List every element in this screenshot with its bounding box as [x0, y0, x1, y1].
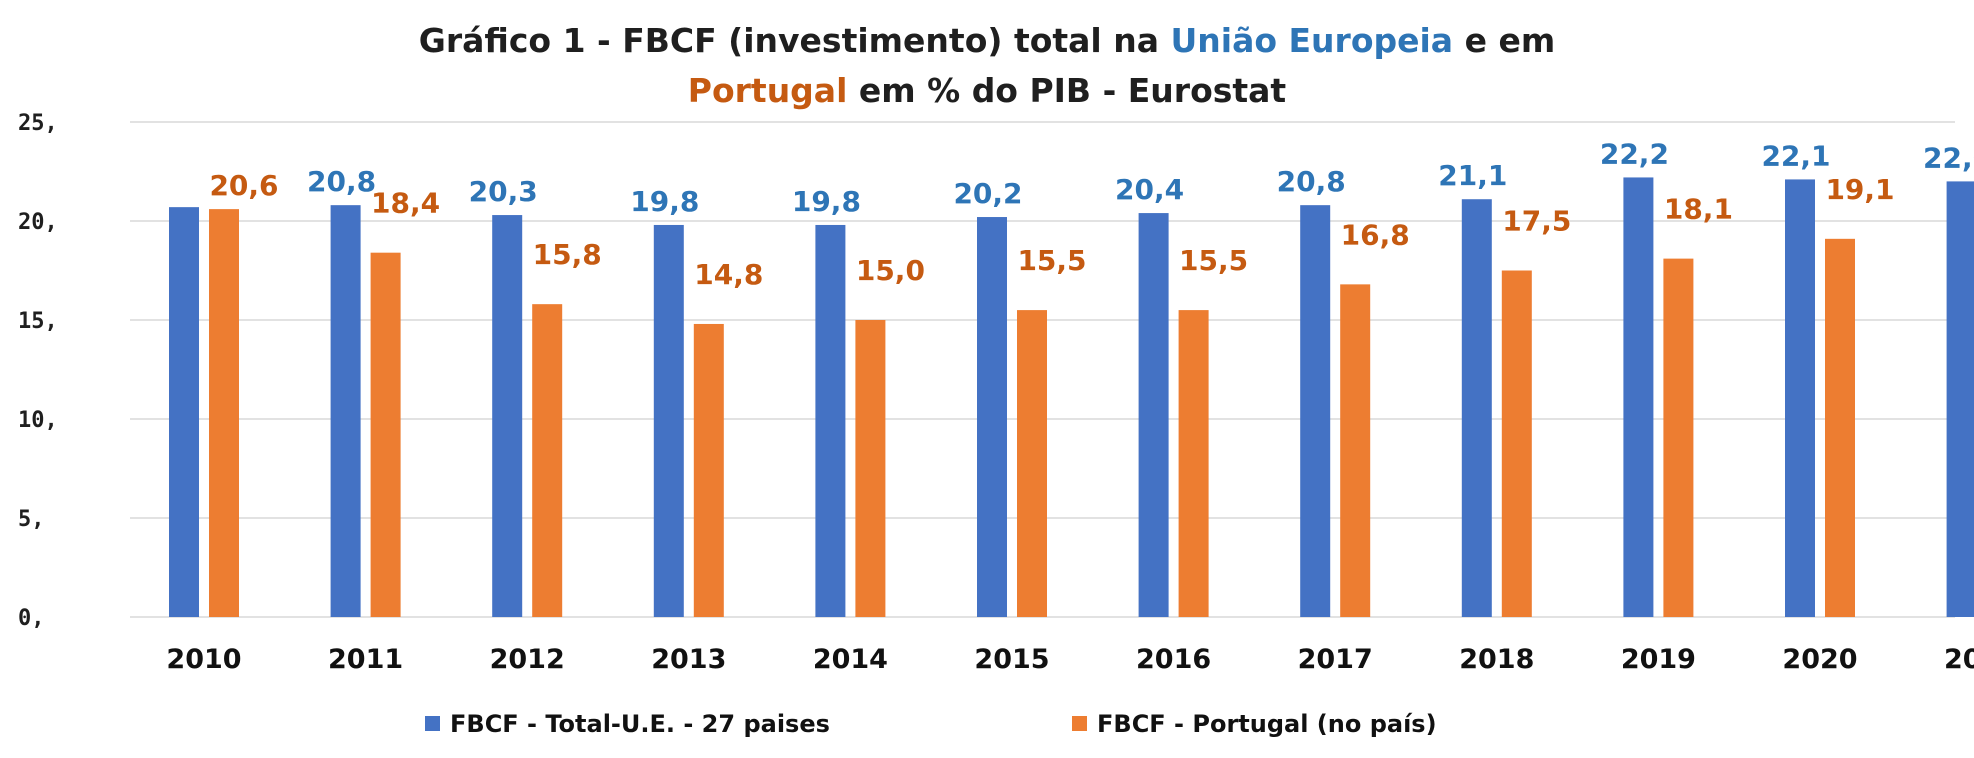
data-label-eu: 20,8 — [1277, 165, 1346, 198]
data-label-portugal: 17,5 — [1502, 205, 1571, 238]
legend-label-eu: FBCF - Total-U.E. - 27 paises — [450, 710, 830, 738]
bar-eu — [1623, 177, 1654, 617]
data-label-eu: 20,3 — [469, 175, 538, 208]
bar-portugal — [855, 320, 886, 617]
x-category-label: 2010 — [166, 644, 241, 675]
bar-eu — [1946, 181, 1974, 617]
x-category-label: 2017 — [1298, 644, 1373, 675]
x-category-label: 2011 — [328, 644, 403, 675]
chart-title-line-1: Gráfico 1 - FBCF (investimento) total na… — [419, 21, 1555, 60]
x-axis-categories: 2010 2011 2012 2013 2014 2015 2016 2017 2018 2019… — [166, 644, 1974, 675]
data-label-eu: 22,1 — [1761, 139, 1830, 172]
data-label-eu: 22,2 — [1600, 137, 1669, 170]
bar-eu — [330, 205, 361, 617]
bar-eu — [1300, 205, 1331, 617]
data-label-eu: 21,1 — [1438, 159, 1507, 192]
data-label-eu: 22,0 — [1923, 141, 1974, 174]
data-label-portugal: 19,1 — [1825, 173, 1894, 206]
bar-eu — [815, 224, 846, 617]
bar-portugal — [532, 304, 563, 617]
bars — [169, 177, 1974, 618]
chart-title-part: em % do PIB - Eurostat — [847, 71, 1286, 110]
data-label-eu: 20,4 — [1115, 173, 1184, 206]
y-tick-label: 15, — [18, 309, 58, 334]
legend: FBCF - Total-U.E. - 27 paises FBCF - Port… — [425, 710, 1437, 738]
bar-eu — [169, 207, 199, 617]
y-tick-label: 25, — [18, 111, 58, 136]
y-tick-label: 0, — [18, 606, 45, 631]
bar-portugal — [1340, 284, 1371, 617]
data-label-portugal: 18,4 — [371, 187, 440, 220]
bar-portugal — [370, 252, 401, 617]
data-label-portugal: 18,1 — [1664, 193, 1733, 226]
x-category-label: 2018 — [1459, 644, 1534, 675]
data-label-portugal: 14,8 — [694, 258, 763, 291]
x-category-label: 2015 — [974, 644, 1049, 675]
data-label-portugal: 20,6 — [209, 169, 278, 202]
x-category-label: 2020 — [1782, 644, 1857, 675]
x-category-label: 2012 — [490, 644, 565, 675]
bar-eu — [653, 224, 684, 617]
data-label-eu: 19,8 — [792, 185, 861, 218]
data-label-eu: 19,8 — [630, 185, 699, 218]
data-label-portugal: 15,8 — [533, 238, 602, 271]
legend-swatch-eu — [425, 716, 440, 731]
y-tick-label: 20, — [18, 210, 58, 235]
data-label-portugal: 15,0 — [856, 254, 925, 287]
chart-title-part: Portugal — [688, 71, 848, 110]
chart-title-line-2: Portugal em % do PIB - Eurostat — [688, 71, 1287, 110]
legend-label-portugal: FBCF - Portugal (no país) — [1097, 710, 1437, 738]
x-category-label: 2013 — [651, 644, 726, 675]
bar-portugal — [1663, 258, 1694, 617]
x-category-label: 2021 — [1944, 644, 1974, 675]
data-label-portugal: 15,5 — [1017, 244, 1086, 277]
x-category-label: 2016 — [1136, 644, 1211, 675]
bar-portugal — [1825, 238, 1855, 617]
x-category-label: 2019 — [1621, 644, 1696, 675]
bar-portugal — [1178, 310, 1209, 617]
bar-eu — [977, 217, 1007, 618]
y-axis-ticks: 0, 5, 10, 15, 20, 25, — [18, 111, 58, 631]
data-label-eu: 20,2 — [953, 177, 1022, 210]
legend-swatch-portugal — [1072, 716, 1087, 731]
bar-portugal — [1017, 310, 1047, 617]
data-label-eu: 20,8 — [307, 165, 376, 198]
chart-title-part: União Europeia — [1170, 21, 1453, 60]
y-tick-label: 5, — [18, 507, 45, 532]
data-labels: 20,6 20,818,4 20,315,819,814,819,815,020,2… — [209, 137, 1974, 291]
data-label-portugal: 16,8 — [1341, 218, 1410, 251]
y-tick-label: 10, — [18, 408, 58, 433]
bar-eu — [1138, 213, 1169, 617]
bar-portugal — [693, 323, 724, 617]
data-label-portugal: 15,5 — [1179, 244, 1248, 277]
bar-eu — [1785, 179, 1815, 618]
chart-title-part: e em — [1453, 21, 1555, 60]
x-category-label: 2014 — [813, 644, 888, 675]
bar-eu — [492, 215, 523, 617]
chart-title-part: Gráfico 1 - FBCF (investimento) total na — [419, 21, 1171, 60]
bar-portugal — [209, 209, 239, 617]
bar-portugal — [1501, 270, 1532, 617]
bar-eu — [1461, 199, 1492, 617]
